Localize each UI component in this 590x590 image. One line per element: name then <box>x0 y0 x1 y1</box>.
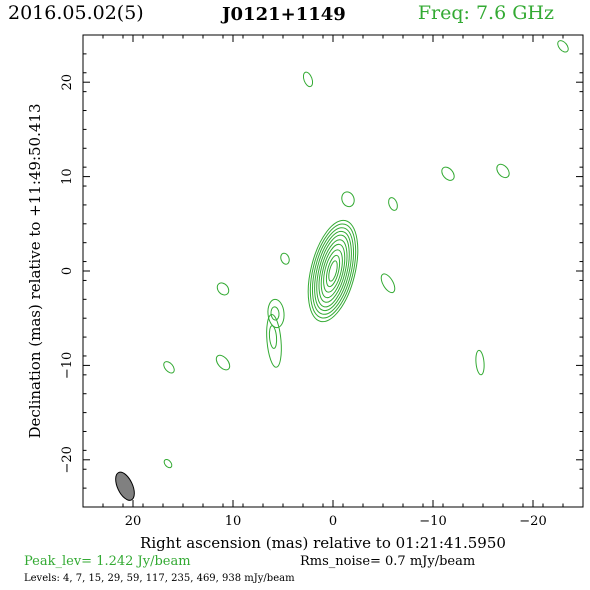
x-tick-label: −20 <box>519 514 546 529</box>
core-contour-9 <box>325 254 341 288</box>
plot-frame <box>82 34 584 508</box>
contour-levels: Levels: 4, 7, 15, 29, 59, 117, 235, 469,… <box>24 573 295 584</box>
component-contour-8 <box>380 273 396 294</box>
component-contour-17 <box>163 458 173 469</box>
rms-noise: Rms_noise= 0.7 mJy/beam <box>300 554 476 569</box>
y-tick-label: −10 <box>60 352 75 379</box>
core-contour-10 <box>328 260 338 282</box>
core-contour-7 <box>320 243 346 299</box>
component-contour-13 <box>268 325 278 349</box>
component-contour-3 <box>441 166 455 181</box>
component-contour-4 <box>496 163 510 179</box>
component-contour-10 <box>267 298 285 329</box>
core-contour-3 <box>312 227 354 315</box>
component-contour-1 <box>557 40 569 53</box>
x-tick-label: −10 <box>419 514 446 529</box>
y-tick-label: 10 <box>60 168 75 185</box>
core-contour-5 <box>316 234 350 308</box>
core-contour-1 <box>307 219 359 323</box>
component-contour-12 <box>266 314 282 368</box>
component-contour-5 <box>341 191 355 208</box>
x-tick-label: 0 <box>329 514 337 529</box>
component-contour-14 <box>163 361 175 374</box>
component-contour-11 <box>270 306 280 321</box>
core-contour-8 <box>323 249 343 293</box>
component-contour-9 <box>216 282 230 296</box>
contour-layer <box>115 40 569 501</box>
y-tick-label: −20 <box>60 446 75 473</box>
y-axis-label: Declination (mas) relative to +11:49:50.… <box>26 103 44 438</box>
x-tick-label: 20 <box>125 514 142 529</box>
component-contour-15 <box>215 354 231 371</box>
y-tick-label: 0 <box>60 267 75 275</box>
beam-ellipse <box>115 471 135 501</box>
source-name: J0121+1149 <box>222 4 346 25</box>
x-tick-label: 10 <box>225 514 242 529</box>
core-contour-6 <box>318 239 348 303</box>
observation-date: 2016.05.02(5) <box>8 2 144 24</box>
peak-level: Peak_lev= 1.242 Jy/beam <box>24 554 191 569</box>
component-contour-6 <box>388 197 398 211</box>
component-contour-16 <box>475 349 485 376</box>
core-contour-2 <box>309 223 357 319</box>
x-axis-label: Right ascension (mas) relative to 01:21:… <box>140 534 506 552</box>
component-contour-2 <box>302 71 314 88</box>
y-tick-label: 20 <box>60 74 75 91</box>
component-contour-7 <box>280 252 290 265</box>
plot-axes: 20 10 0 −10 −20 −20 −10 0 10 20 <box>60 34 584 529</box>
frequency-label: Freq: 7.6 GHz <box>417 2 554 24</box>
core-contour-4 <box>314 230 352 312</box>
